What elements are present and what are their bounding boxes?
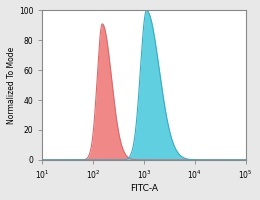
X-axis label: FITC-A: FITC-A — [130, 184, 158, 193]
Y-axis label: Normalized To Mode: Normalized To Mode — [7, 47, 16, 124]
